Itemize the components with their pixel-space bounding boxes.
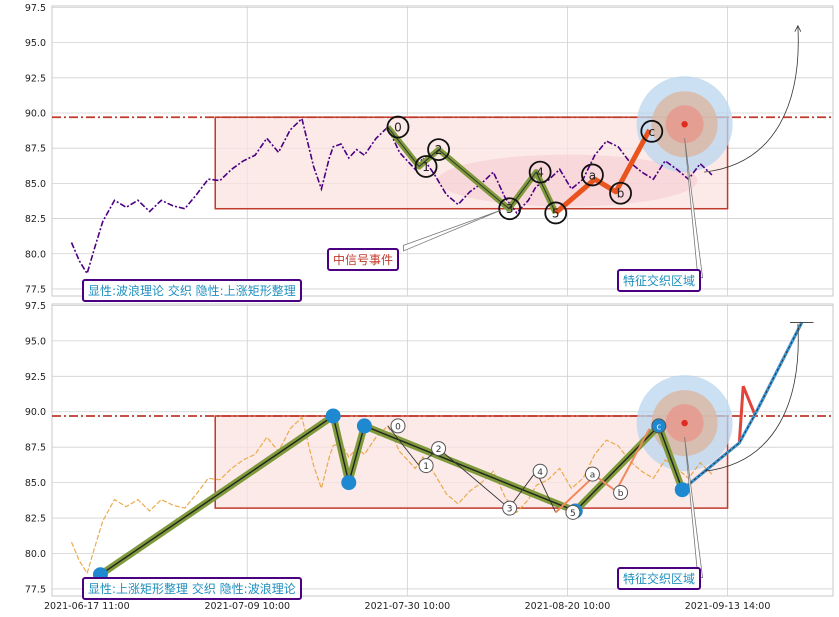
y-tick-label: 95.0	[25, 38, 46, 49]
bottom-pattern-label: 显性:上涨矩形整理 交织 隐性:波浪理论	[82, 577, 302, 600]
y-tick-label: 95.0	[25, 336, 46, 347]
wave-label-5: 5	[552, 206, 560, 220]
x-tick-label: 2021-07-30 10:00	[365, 601, 451, 612]
wave-marker-3	[498, 197, 522, 221]
wave-marker-0	[386, 115, 410, 139]
wave-label-b: b	[617, 187, 625, 201]
x-tick-label: 2021-06-17 11:00	[44, 601, 130, 612]
top-event-label: 中信号事件	[327, 248, 400, 271]
panel-top: 97.5 95.0 92.5 90.0 87.5 85.0 82.5 80.0 77.5 0 12 3…	[25, 3, 834, 297]
y-tick-label: 87.5	[25, 443, 46, 454]
pivot-dot	[341, 475, 357, 491]
wave-label-c: c	[656, 422, 661, 432]
bottom-zone-label: 特征交织区域	[617, 567, 702, 590]
wave-marker-4	[528, 160, 552, 184]
wave-label-4: 4	[536, 166, 544, 180]
wave-label-2: 2	[435, 143, 443, 157]
wave-label-2: 2	[436, 445, 442, 455]
zone-center-dot	[681, 121, 688, 128]
y-tick-label: 97.5	[25, 3, 46, 14]
top-pattern-text: 显性:波浪理论 交织 隐性:上涨矩形整理	[88, 284, 296, 298]
y-tick-label: 90.0	[25, 108, 46, 119]
y-tick-label: 77.5	[25, 284, 46, 295]
y-tick-label: 92.5	[25, 372, 46, 383]
y-tick-label: 77.5	[25, 584, 46, 595]
wave-marker-2	[431, 441, 447, 457]
y-tick-label: 92.5	[25, 73, 46, 84]
pivot-dot	[325, 408, 341, 424]
zone-center-dot	[681, 419, 688, 427]
y-tick-label: 80.0	[25, 249, 46, 260]
x-tick-label: 2021-08-20 10:00	[525, 601, 611, 612]
price-line	[70, 416, 713, 575]
wave-label-1: 1	[422, 160, 430, 174]
wave-marker-a	[584, 466, 600, 482]
sub-correction-path	[555, 428, 651, 514]
y-tick-label: 90.0	[25, 407, 46, 418]
wave-marker-a	[581, 163, 604, 187]
top-zone-label: 特征交织区域	[617, 269, 702, 292]
y-tick-label: 85.0	[25, 478, 46, 489]
bottom-zone-text: 特征交织区域	[623, 572, 696, 586]
wave-impulse-core	[387, 126, 557, 214]
wave-label-0: 0	[395, 422, 401, 432]
projection-core	[682, 322, 803, 491]
bottom-pattern-text: 显性:上涨矩形整理 交织 隐性:波浪理论	[88, 582, 296, 596]
y-tick-label: 85.0	[25, 179, 46, 190]
wave-marker-1	[418, 458, 434, 474]
pivot-dot	[356, 418, 372, 434]
wave-label-b: b	[618, 489, 624, 499]
wave-label-4: 4	[537, 468, 543, 478]
x-tick-label: 2021-07-09 10:00	[204, 601, 290, 612]
wave-label-5: 5	[570, 509, 576, 519]
wave-label-a: a	[590, 471, 596, 481]
pivot-dot	[674, 482, 690, 498]
projection-arrow-head	[794, 24, 802, 32]
y-tick-label: 82.5	[25, 214, 46, 225]
y-tick-label: 80.0	[25, 549, 46, 560]
event-pointer	[403, 209, 502, 252]
y-tick-label: 82.5	[25, 514, 46, 525]
price-line	[70, 117, 713, 276]
wave-label-3: 3	[506, 202, 514, 216]
panel-bottom: 97.5 95.0 92.5 90.0 87.5 85.0 82.5 80.0 77.5 0 12 3…	[25, 301, 834, 612]
wave-correction-path	[554, 128, 652, 215]
wave-marker-5	[565, 504, 581, 520]
wave-label-0: 0	[394, 121, 402, 135]
wave-marker-0	[390, 418, 406, 434]
y-tick-label: 87.5	[25, 144, 46, 155]
wave-marker-c	[651, 418, 667, 434]
wave-marker-b	[613, 485, 629, 501]
top-zone-text: 特征交织区域	[623, 274, 696, 288]
wave-label-a: a	[589, 168, 596, 182]
wave-marker-b	[609, 181, 632, 205]
wave-marker-c	[640, 119, 664, 143]
projection-arrow	[704, 323, 799, 472]
x-tick-label: 2021-09-13 14:00	[685, 601, 771, 612]
wave-marker-5	[544, 201, 568, 225]
wave-label-3: 3	[507, 505, 513, 515]
wave-label-c: c	[649, 125, 656, 139]
projection-arrow	[704, 25, 799, 173]
y-tick-label: 97.5	[25, 301, 46, 312]
wave-label-1: 1	[423, 462, 429, 472]
wave-marker-2	[427, 138, 450, 161]
wave-marker-1	[414, 155, 438, 178]
top-pattern-label: 显性:波浪理论 交织 隐性:上涨矩形整理	[82, 279, 302, 302]
top-event-text: 中信号事件	[333, 253, 394, 267]
wave-marker-4	[532, 463, 548, 479]
wave-marker-3	[502, 500, 518, 516]
